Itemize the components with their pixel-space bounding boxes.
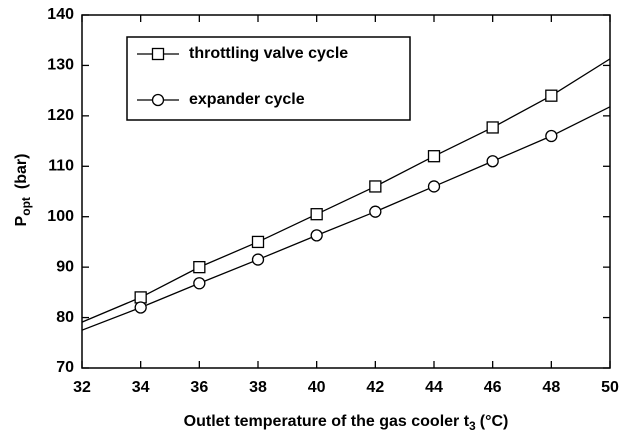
y-tick-label: 70	[56, 359, 74, 376]
x-label-text: Outlet temperature of the gas cooler t	[184, 413, 470, 430]
x-axis-label: Outlet temperature of the gas cooler t3 (…	[184, 413, 509, 433]
legend-marker	[151, 47, 165, 61]
marker	[251, 253, 265, 266]
x-tick-label: 46	[484, 379, 502, 396]
y-label-subscript: opt	[19, 197, 33, 216]
plot-frame	[81, 14, 611, 369]
legend-label: throttling valve cycle	[189, 45, 348, 62]
marker	[545, 89, 558, 102]
marker	[134, 291, 147, 304]
marker	[427, 180, 441, 193]
marker	[369, 180, 382, 193]
y-axis-label: Popt (bar)	[13, 154, 33, 227]
x-tick-label: 50	[601, 379, 619, 396]
marker	[193, 260, 206, 274]
x-label-unit: (°C)	[480, 413, 509, 430]
marker	[369, 205, 382, 218]
x-tick-label: 44	[425, 379, 443, 396]
x-label-subscript: 3	[469, 419, 476, 433]
series-line	[82, 58, 610, 323]
legend-frame	[126, 36, 411, 121]
marker	[310, 208, 323, 221]
x-tick-label: 32	[73, 379, 91, 396]
y-tick-label: 130	[47, 57, 74, 74]
y-label-text: P	[13, 215, 30, 226]
marker	[427, 150, 441, 163]
x-tick-label: 42	[366, 379, 384, 396]
y-label-unit: (bar)	[13, 154, 30, 190]
marker	[193, 277, 206, 290]
marker	[486, 155, 499, 168]
x-tick-label: 34	[132, 379, 150, 396]
y-tick-label: 120	[47, 107, 74, 124]
y-tick-label: 100	[47, 208, 74, 225]
marker	[310, 229, 323, 242]
marker	[251, 235, 265, 249]
series-line	[82, 106, 610, 331]
marker	[486, 121, 499, 134]
y-tick-label: 90	[56, 258, 74, 275]
legend-marker	[151, 93, 165, 107]
marker	[134, 301, 147, 314]
y-tick-label: 140	[47, 6, 74, 23]
x-tick-label: 40	[308, 379, 326, 396]
marker	[545, 129, 558, 143]
x-tick-label: 48	[542, 379, 560, 396]
x-tick-label: 38	[249, 379, 267, 396]
y-tick-label: 80	[56, 309, 74, 326]
y-tick-label: 110	[48, 158, 74, 175]
legend-label: expander cycle	[189, 91, 305, 108]
x-tick-label: 36	[190, 379, 208, 396]
